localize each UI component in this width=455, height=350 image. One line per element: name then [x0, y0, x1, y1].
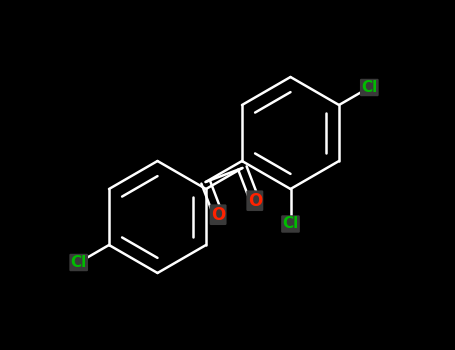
Text: Cl: Cl [71, 255, 87, 270]
Text: O: O [248, 192, 262, 210]
Text: Cl: Cl [283, 217, 298, 231]
Text: Cl: Cl [361, 80, 378, 95]
Text: O: O [211, 206, 225, 224]
